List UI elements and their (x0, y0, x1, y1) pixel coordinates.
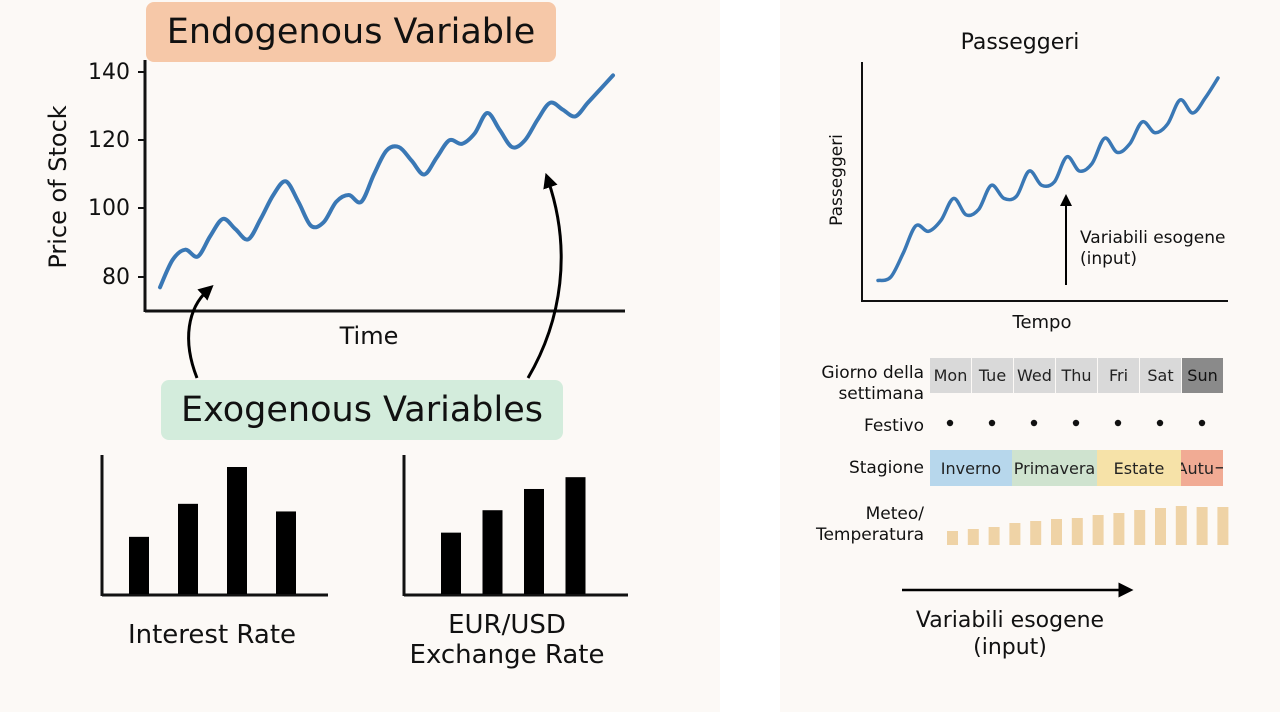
temperature-bar-6 (1051, 519, 1062, 545)
exchange-rate-bar-4 (565, 477, 586, 594)
ytick-120: 120 (88, 128, 130, 153)
exchange-rate-label-line2: Exchange Rate (409, 640, 605, 670)
exchange-rate-bar-2 (482, 510, 503, 594)
bottom-label: Variabili esogene (input) (916, 607, 1104, 661)
season-autumn: Autu¬ (1181, 450, 1223, 486)
annotation-label: Variabili esogene (input) (1080, 228, 1225, 270)
stock-y-label: Price of Stock (44, 105, 72, 269)
bottom-label-line1: Variabili esogene (915, 608, 1105, 633)
exogenous-title: Exogenous Variables (161, 380, 563, 440)
holiday-dots (946, 419, 1206, 427)
right-influence-arrow (526, 172, 563, 379)
passenger-x-label: Tempo (1012, 312, 1072, 333)
temperature-bar-5 (1030, 521, 1042, 545)
left-graphics (100, 60, 628, 597)
row-label-festivo: Festivo (863, 416, 924, 436)
stock-price-line (158, 73, 615, 290)
ytick-100: 100 (88, 196, 130, 221)
temperature-bar-12 (1175, 506, 1187, 545)
interest-rate-bar-4 (276, 511, 296, 594)
left-panel: Endogenous Variable (44, 2, 628, 670)
right-graphics (861, 62, 1229, 598)
day-cell-tue: Tue (972, 358, 1013, 393)
temperature-bar-3 (988, 527, 1000, 545)
passenger-line (876, 76, 1220, 283)
right-panel: Passeggeri Passeggeri Tempo Variabili es… (780, 0, 1280, 712)
stock-x-label: Time (339, 322, 399, 350)
exchange-rate-bars (441, 477, 586, 594)
annotation-line2: (input) (1080, 249, 1137, 269)
stock-y-ticks (138, 71, 145, 278)
ytick-140: 140 (88, 60, 130, 85)
temperature-bar-7 (1071, 518, 1083, 545)
row-label-meteo-line2: Temperatura (815, 525, 924, 545)
interest-rate-bar-3 (227, 467, 247, 594)
temperature-bar-1 (947, 531, 958, 545)
row-label-giorno: Giorno della settimana (821, 363, 924, 405)
endogenous-title: Endogenous Variable (146, 2, 556, 62)
ytick-80: 80 (102, 265, 130, 290)
interest-rate-bar-1 (129, 536, 149, 594)
interest-rate-bar-2 (178, 503, 198, 594)
day-cell-wed: Wed (1014, 358, 1055, 393)
temperature-bar-11 (1155, 508, 1166, 545)
temperature-bars (947, 506, 1229, 545)
row-label-meteo: Meteo/ Temperatura (816, 504, 924, 546)
interest-rate-bars (129, 467, 296, 594)
temperature-bar-2 (967, 529, 979, 545)
temperature-bar-14 (1217, 507, 1229, 545)
exchange-rate-label-line1: EUR/USD (448, 610, 566, 640)
season-winter: Inverno (930, 450, 1012, 486)
day-cell-mon: Mon (930, 358, 971, 393)
temperature-bar-8 (1092, 515, 1104, 545)
temperature-bar-9 (1113, 513, 1125, 545)
row-label-meteo-line1: Meteo/ (865, 504, 924, 524)
day-cell-fri: Fri (1098, 358, 1139, 393)
interest-rate-label: Interest Rate (127, 620, 297, 650)
passenger-y-label: Passeggeri (827, 134, 847, 226)
exchange-rate-bar-3 (524, 488, 544, 594)
row-label-giorno-line2: settimana (838, 384, 924, 404)
day-cell-thu: Thu (1056, 358, 1097, 393)
season-spring: Primavera (1012, 450, 1097, 486)
season-summer: Estate (1097, 450, 1181, 486)
exchange-rate-label: EUR/USD Exchange Rate (410, 610, 605, 670)
day-cell-sat: Sat (1140, 358, 1181, 393)
passenger-title: Passeggeri (960, 30, 1080, 55)
row-label-stagione: Stagione (848, 458, 924, 478)
temperature-bar-10 (1134, 510, 1146, 545)
left-influence-arrow (187, 284, 214, 379)
exchange-rate-bar-1 (441, 532, 461, 594)
annotation-line1: Variabili esogene (1080, 228, 1226, 248)
row-label-giorno-line1: Giorno della (821, 363, 924, 383)
temperature-bar-13 (1196, 507, 1208, 545)
bottom-label-line2: (input) (973, 635, 1047, 660)
day-cell-sun: Sun (1182, 358, 1223, 393)
temperature-bar-4 (1009, 523, 1021, 545)
